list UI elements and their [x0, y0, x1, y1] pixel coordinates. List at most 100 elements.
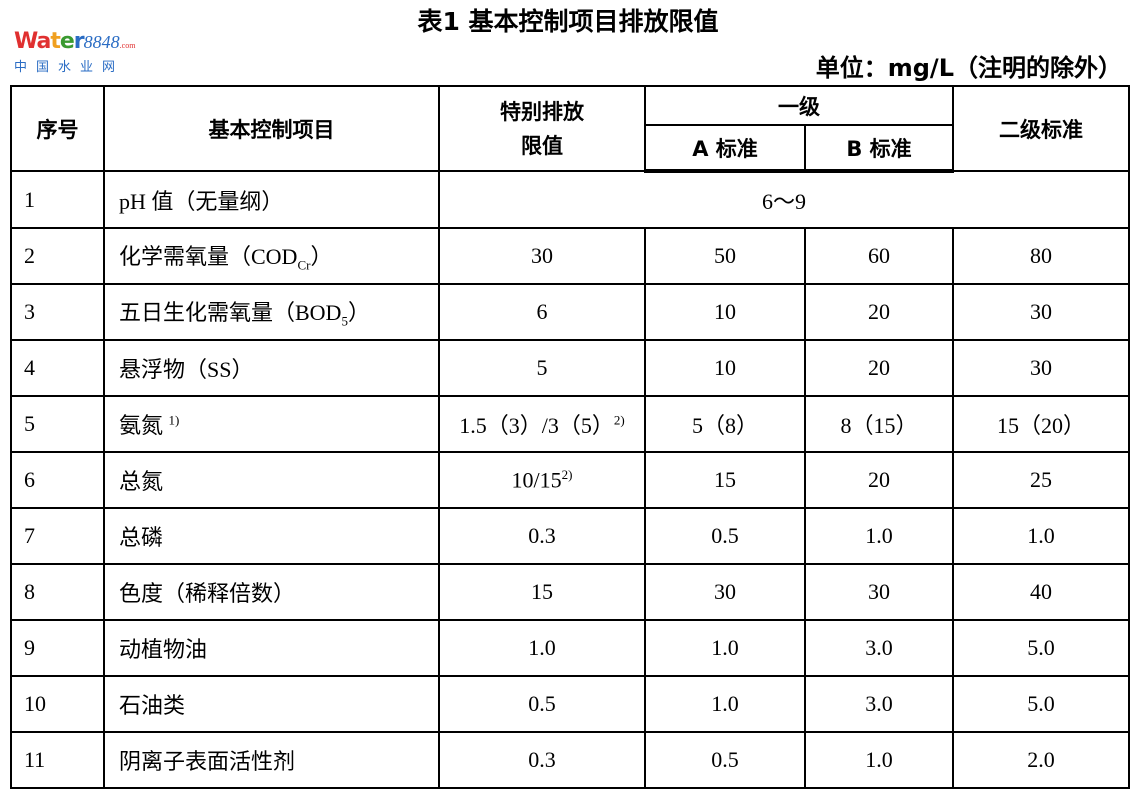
special-value: 0.3	[528, 747, 556, 772]
item-text: 石油类	[119, 693, 186, 718]
level1-a-value: 1.0	[644, 619, 806, 677]
item-name: 总磷	[103, 507, 440, 565]
item-name: 石油类	[103, 675, 440, 733]
item-text: 色度（稀释倍数）	[119, 581, 296, 606]
table-row: 2 化学需氧量（CODCr） 30 50 60 80	[10, 227, 1130, 285]
level2-value: 5.0	[952, 619, 1130, 677]
level1-b-value: 60	[804, 227, 954, 285]
row-number: 9	[10, 619, 105, 677]
table-title: 表1 基本控制项目排放限值	[417, 7, 719, 36]
table-row: 10 石油类 0.5 1.0 3.0 5.0	[10, 675, 1130, 733]
special-limit: 0.3	[438, 507, 646, 565]
special-limit: 5	[438, 339, 646, 397]
table-row: 4 悬浮物（SS） 5 10 20 30	[10, 339, 1130, 397]
item-name: 氨氮 1)	[103, 395, 440, 453]
header-level1: 一级	[644, 85, 954, 126]
row-number: 6	[10, 451, 105, 509]
header-a: A 标准	[644, 124, 806, 173]
table-row: 5 氨氮 1) 1.5（3）/3（5）2) 5（8） 8（15） 15（20）	[10, 395, 1130, 453]
footnote-ref: 2)	[613, 412, 625, 428]
item-text: pH 值（无量纲）	[119, 188, 284, 214]
special-value: 15	[531, 579, 553, 604]
item-text: 阴离子表面活性剂	[119, 749, 296, 774]
special-value: 0.3	[528, 523, 556, 548]
row-number: 11	[10, 731, 105, 789]
table-row: 8 色度（稀释倍数） 15 30 30 40	[10, 563, 1130, 621]
item-name: 动植物油	[103, 619, 440, 677]
header-level2: 二级标准	[952, 85, 1130, 172]
level1-a-value: 10	[644, 339, 806, 397]
special-limit: 10/152)	[438, 451, 646, 509]
item-name: 总氮	[103, 451, 440, 509]
special-limit: 6	[438, 283, 646, 341]
level1-b-value: 3.0	[804, 619, 954, 677]
table-row: 6 总氮 10/152) 15 20 25	[10, 451, 1130, 509]
item-text: 氨氮	[119, 413, 169, 438]
special-value: 10/15	[511, 467, 562, 493]
header-special: 特别排放限值	[438, 85, 646, 172]
special-limit: 1.5（3）/3（5）2)	[438, 395, 646, 453]
level1-a-value: 30	[644, 563, 806, 621]
table-row: 3 五日生化需氧量（BOD5） 6 10 20 30	[10, 283, 1130, 341]
level1-a-value: 5（8）	[644, 395, 806, 453]
row-number: 4	[10, 339, 105, 397]
special-limit: 1.0	[438, 619, 646, 677]
special-value: 1.0	[528, 635, 556, 660]
table-row: 7 总磷 0.3 0.5 1.0 1.0	[10, 507, 1130, 565]
item-name: 悬浮物（SS）	[103, 339, 440, 397]
special-limit: 0.5	[438, 675, 646, 733]
level1-b-value: 1.0	[804, 731, 954, 789]
level2-value: 2.0	[952, 731, 1130, 789]
footnote-ref: 1)	[168, 412, 180, 428]
item-name: 化学需氧量（CODCr）	[103, 227, 440, 285]
special-limit: 15	[438, 563, 646, 621]
item-name: pH 值（无量纲）	[103, 170, 440, 229]
level1-b-value: 8（15）	[804, 395, 954, 453]
level1-b-value: 20	[804, 451, 954, 509]
merged-value: 6～9	[438, 170, 1130, 229]
item-name: 阴离子表面活性剂	[103, 731, 440, 789]
special-limit: 0.3	[438, 731, 646, 789]
unit-note: 单位：mg/L（注明的除外）	[815, 54, 1122, 82]
row-number: 10	[10, 675, 105, 733]
special-limit: 30	[438, 227, 646, 285]
table-row: 1 pH 值（无量纲） 6～9	[10, 170, 1130, 229]
special-value: 5	[536, 355, 548, 380]
watermark-cn: 中国水业网	[14, 60, 125, 75]
item-text: 五日生化需氧量（BOD	[119, 299, 342, 325]
level1-a-value: 1.0	[644, 675, 806, 733]
level2-value: 40	[952, 563, 1130, 621]
table-row: 11 阴离子表面活性剂 0.3 0.5 1.0 2.0	[10, 731, 1130, 789]
level2-value: 30	[952, 339, 1130, 397]
table-row: 9 动植物油 1.0 1.0 3.0 5.0	[10, 619, 1130, 677]
header-item: 基本控制项目	[103, 85, 440, 172]
item-subscript: 5	[341, 313, 348, 329]
item-suffix: ）	[347, 299, 370, 325]
emission-limits-table: 序号 基本控制项目 特别排放限值 一级 二级标准 A 标准 B 标准 1 pH 值…	[10, 85, 1130, 789]
level2-value: 5.0	[952, 675, 1130, 733]
level1-b-value: 3.0	[804, 675, 954, 733]
level2-value: 15（20）	[952, 395, 1130, 453]
header-seq: 序号	[10, 85, 105, 172]
level1-a-value: 15	[644, 451, 806, 509]
special-value: 6	[536, 299, 548, 324]
row-number: 1	[10, 170, 105, 229]
level1-a-value: 0.5	[644, 731, 806, 789]
item-text: 总氮	[119, 469, 164, 494]
item-text: 化学需氧量（COD	[119, 243, 298, 269]
level2-value: 80	[952, 227, 1130, 285]
level1-b-value: 1.0	[804, 507, 954, 565]
level1-b-value: 30	[804, 563, 954, 621]
item-text: 总磷	[119, 525, 164, 550]
item-name: 五日生化需氧量（BOD5）	[103, 283, 440, 341]
row-number: 3	[10, 283, 105, 341]
row-number: 7	[10, 507, 105, 565]
level1-a-value: 10	[644, 283, 806, 341]
level1-a-value: 50	[644, 227, 806, 285]
level1-b-value: 20	[804, 283, 954, 341]
special-value: 30	[531, 243, 553, 268]
level2-value: 25	[952, 451, 1130, 509]
special-value: 0.5	[528, 691, 556, 716]
level2-value: 1.0	[952, 507, 1130, 565]
item-text: 动植物油	[119, 637, 208, 662]
